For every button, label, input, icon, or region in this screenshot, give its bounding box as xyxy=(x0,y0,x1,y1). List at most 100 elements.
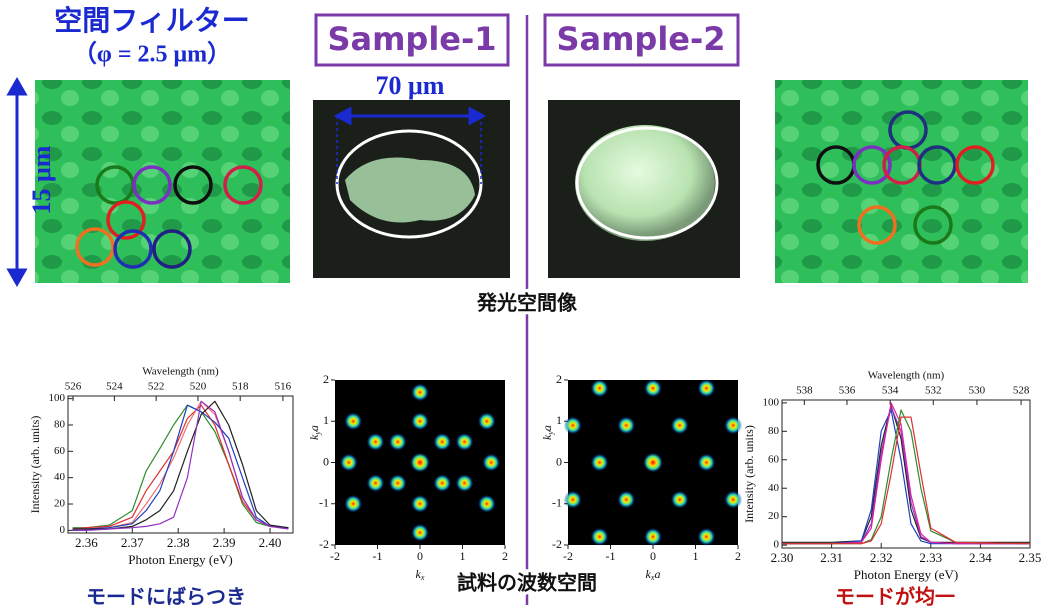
x-tick-label: 2.38 xyxy=(167,535,190,550)
top-tick-label: 522 xyxy=(148,381,165,393)
diffraction-spot xyxy=(411,524,429,542)
x-tick-label: 2.31 xyxy=(820,550,843,565)
diffraction-spot xyxy=(482,454,500,472)
slide: 空間フィルター （φ = 2.5 μm） 15 μm Sample-1 Samp… xyxy=(0,0,1044,612)
x-tick-label: 0 xyxy=(417,549,423,563)
y-tick-label: 80 xyxy=(768,425,780,437)
diffraction-spot xyxy=(591,379,609,397)
diffraction-spot xyxy=(411,383,429,401)
diffraction-spot xyxy=(671,491,689,509)
top-tick-label: 536 xyxy=(839,385,856,397)
y-tick-label: -2 xyxy=(552,537,562,551)
x-tick-label: 1 xyxy=(460,549,466,563)
diffraction-spot xyxy=(564,416,582,434)
diffraction-spot xyxy=(433,433,451,451)
y-tick-label: 20 xyxy=(768,510,780,522)
y-tick-label: 40 xyxy=(54,471,66,483)
left-note: モードにばらつき xyxy=(86,585,246,609)
label-part: a xyxy=(654,567,660,581)
top-axis-label: Wavelength (nm) xyxy=(142,366,219,378)
diffraction-spot xyxy=(697,528,715,546)
label-part: a xyxy=(307,425,321,431)
y-tick-label: -1 xyxy=(319,496,329,510)
diffraction-spot xyxy=(410,453,430,473)
y-tick-label: 60 xyxy=(54,445,66,457)
diffraction-spot xyxy=(456,433,474,451)
top-tick-label: 538 xyxy=(796,385,813,397)
x-tick-label: 2.33 xyxy=(919,550,942,565)
axis-label: kya xyxy=(540,425,555,440)
k-space-map: -2-1012-2-1012kxkya xyxy=(307,372,508,582)
filter-subtitle: （φ = 2.5 μm） xyxy=(73,41,231,68)
diffraction-spot xyxy=(433,474,451,492)
x-tick-label: 2.30 xyxy=(771,550,794,565)
diffraction-spot xyxy=(644,379,662,397)
diffraction-spot xyxy=(591,454,609,472)
top-tick-label: 516 xyxy=(275,381,292,393)
label-part: x xyxy=(420,573,425,582)
filter-title: 空間フィルター xyxy=(54,4,249,37)
top-tick-label: 520 xyxy=(190,381,207,393)
x-axis-label: Photon Energy (eV) xyxy=(128,552,232,567)
diffraction-spot xyxy=(366,433,384,451)
diffraction-spot xyxy=(564,491,582,509)
diffraction-spot xyxy=(671,416,689,434)
label-part: a xyxy=(540,425,554,431)
top-tick-label: 518 xyxy=(232,381,249,393)
diffraction-spot xyxy=(643,453,663,473)
diffraction-spot xyxy=(697,454,715,472)
diffraction-spot xyxy=(478,412,496,430)
sample-1-label: Sample-1 xyxy=(327,20,496,58)
diffraction-spot xyxy=(340,454,358,472)
diffraction-spot xyxy=(478,495,496,513)
sample-2-label: Sample-2 xyxy=(556,20,725,58)
y-tick-label: -2 xyxy=(319,537,329,551)
x-tick-label: -1 xyxy=(606,549,616,563)
x-tick-label: 2.34 xyxy=(969,550,992,565)
top-tick-label: 524 xyxy=(106,381,123,393)
diffraction-spot xyxy=(389,474,407,492)
y-tick-label: 20 xyxy=(54,498,66,510)
left-photo xyxy=(35,80,290,283)
top-axis-label: Wavelength (nm) xyxy=(868,370,945,382)
x-tick-label: 2.40 xyxy=(259,535,282,550)
diffraction-spot xyxy=(456,474,474,492)
y-tick-label: 1 xyxy=(323,413,329,427)
x-tick-label: -2 xyxy=(563,549,573,563)
x-tick-label: 2.36 xyxy=(75,535,98,550)
diffraction-spot xyxy=(617,416,635,434)
axis-label: kxa xyxy=(646,567,661,582)
top-tick-label: 532 xyxy=(925,385,942,397)
axis-label: kx xyxy=(416,567,425,582)
x-axis-label: Photon Energy (eV) xyxy=(854,567,958,582)
diffraction-spot xyxy=(344,412,362,430)
y-tick-label: 0 xyxy=(323,454,329,468)
diffraction-spot xyxy=(366,474,384,492)
diffraction-spot xyxy=(697,379,715,397)
y-tick-label: 100 xyxy=(763,396,780,408)
diffraction-spot xyxy=(644,528,662,546)
diffraction-spot xyxy=(617,491,635,509)
diffraction-spot xyxy=(591,528,609,546)
y-tick-label: 2 xyxy=(556,372,562,386)
y-tick-label: 0 xyxy=(60,524,66,536)
top-tick-label: 534 xyxy=(882,385,899,397)
axis-label: kya xyxy=(307,425,322,440)
diffraction-spot xyxy=(411,495,429,513)
y-tick-label: 80 xyxy=(54,419,66,431)
x-tick-label: 2.35 xyxy=(1019,550,1042,565)
y-tick-label: 2 xyxy=(323,372,329,386)
diffraction-spot xyxy=(389,433,407,451)
x-tick-label: -1 xyxy=(373,549,383,563)
diffraction-spot xyxy=(411,412,429,430)
y-tick-label: 1 xyxy=(556,413,562,427)
x-tick-label: 2.32 xyxy=(870,550,893,565)
y-tick-label: 0 xyxy=(556,454,562,468)
top-tick-label: 528 xyxy=(1013,385,1030,397)
y-tick-label: 40 xyxy=(768,482,780,494)
right-note: モードが均一 xyxy=(835,585,955,609)
width-scale-label: 70 μm xyxy=(376,71,445,100)
y-tick-label: -1 xyxy=(552,496,562,510)
